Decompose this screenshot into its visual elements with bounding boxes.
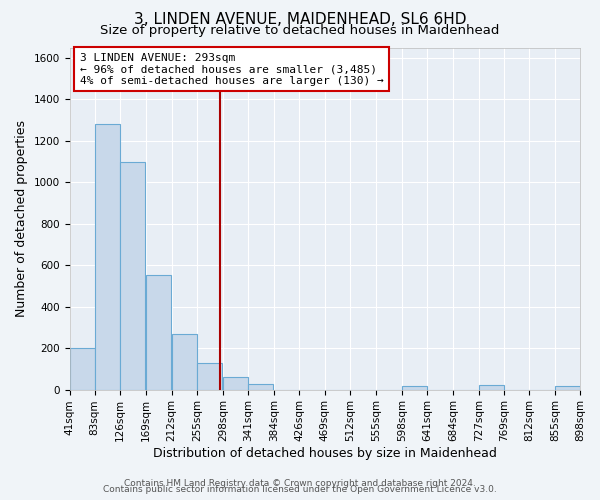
Bar	[120, 162, 145, 390]
Text: 3 LINDEN AVENUE: 293sqm
← 96% of detached houses are smaller (3,485)
4% of semi-: 3 LINDEN AVENUE: 293sqm ← 96% of detache…	[80, 52, 383, 86]
Bar	[223, 377, 248, 390]
Bar	[555, 386, 580, 390]
Text: Contains HM Land Registry data © Crown copyright and database right 2024.: Contains HM Land Registry data © Crown c…	[124, 478, 476, 488]
Bar	[479, 385, 503, 390]
Text: Size of property relative to detached houses in Maidenhead: Size of property relative to detached ho…	[100, 24, 500, 37]
Bar	[70, 348, 95, 390]
X-axis label: Distribution of detached houses by size in Maidenhead: Distribution of detached houses by size …	[153, 447, 497, 460]
Bar	[248, 384, 274, 390]
Bar	[95, 124, 119, 390]
Text: 3, LINDEN AVENUE, MAIDENHEAD, SL6 6HD: 3, LINDEN AVENUE, MAIDENHEAD, SL6 6HD	[134, 12, 466, 28]
Bar	[172, 334, 197, 390]
Bar	[401, 386, 427, 390]
Text: Contains public sector information licensed under the Open Government Licence v3: Contains public sector information licen…	[103, 485, 497, 494]
Bar	[146, 274, 171, 390]
Y-axis label: Number of detached properties: Number of detached properties	[15, 120, 28, 317]
Bar	[197, 362, 222, 390]
